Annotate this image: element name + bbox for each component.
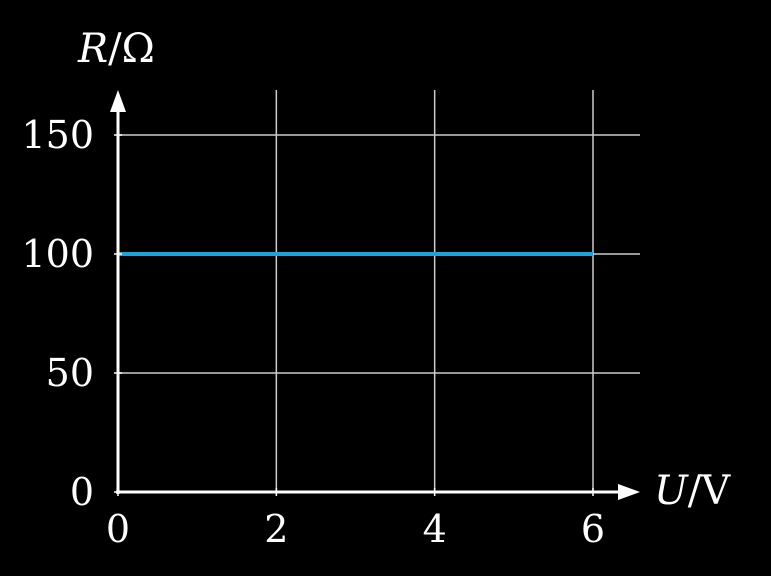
axes: [110, 90, 640, 500]
x-tick-label: 2: [264, 507, 288, 551]
x-axis-unit: V: [700, 468, 731, 514]
ticks: 0 2 4 6 0 50 100 150: [21, 113, 605, 551]
grid: [118, 90, 640, 492]
y-axis-symbol: R: [77, 26, 108, 72]
x-tick-label: 0: [106, 507, 130, 551]
y-tick-label: 150: [21, 113, 94, 157]
y-axis-arrow-icon: [110, 90, 126, 112]
y-tick-label: 0: [70, 470, 94, 514]
y-tick-label: 100: [21, 232, 94, 276]
x-axis-label: U/V: [654, 468, 731, 514]
y-axis-label: R/Ω: [77, 26, 155, 72]
x-tick-label: 6: [581, 507, 605, 551]
x-tick-label: 4: [423, 507, 447, 551]
x-axis-separator: /: [688, 468, 702, 514]
y-axis-unit: Ω: [122, 26, 155, 72]
x-axis-arrow-icon: [618, 484, 640, 500]
x-axis-symbol: U: [654, 468, 689, 514]
axis-labels: R/Ω U/V: [77, 26, 731, 514]
y-axis-separator: /: [108, 26, 122, 72]
y-tick-label: 50: [46, 351, 94, 395]
